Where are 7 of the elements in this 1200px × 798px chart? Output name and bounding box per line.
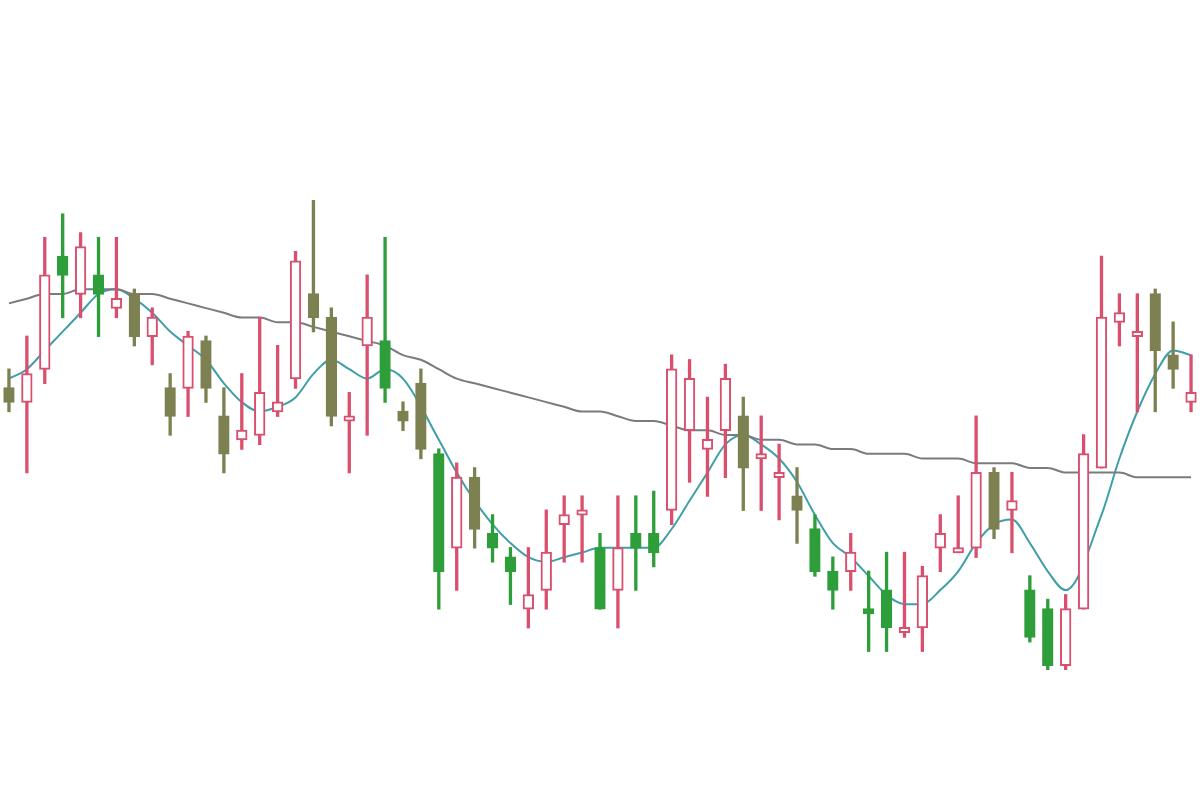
candlestick [21,335,33,474]
candlestick [576,495,588,563]
candlestick [791,467,803,544]
candlestick [773,443,785,521]
candlestick [1006,471,1018,554]
candlestick [1185,354,1197,413]
candlestick [1167,321,1179,389]
